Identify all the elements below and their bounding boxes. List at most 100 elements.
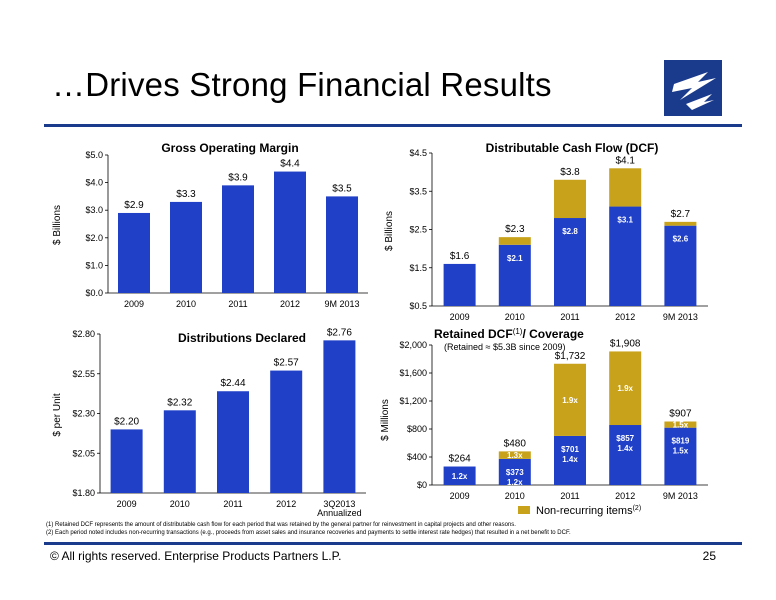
bar-segment bbox=[554, 363, 586, 436]
y-tick-label: $2,000 bbox=[399, 340, 427, 350]
chart-title: Retained DCF(1)/ Coverage bbox=[434, 327, 584, 341]
x-tick-label: 2010 bbox=[505, 312, 525, 322]
bar-segment bbox=[498, 244, 531, 306]
segment-label: $3.1 bbox=[617, 216, 633, 225]
y-tick-label: $1.0 bbox=[85, 260, 103, 270]
segment-label: $819 bbox=[672, 437, 690, 446]
bar-total-label: $480 bbox=[504, 438, 527, 449]
segment-sublabel: 1.5x bbox=[673, 447, 689, 456]
company-logo bbox=[664, 60, 722, 116]
y-tick-label: $2.30 bbox=[72, 409, 95, 419]
x-tick-label: 2012 bbox=[615, 491, 635, 501]
bar bbox=[217, 391, 249, 493]
y-tick-label: $2.80 bbox=[72, 329, 95, 339]
bar bbox=[163, 410, 196, 493]
slide-title: …Drives Strong Financial Results bbox=[52, 66, 552, 103]
x-tick-label: 3Q2013 bbox=[323, 499, 355, 509]
copyright: © All rights reserved. Enterprise Produc… bbox=[50, 549, 342, 563]
bar-total-label: $2.3 bbox=[505, 224, 525, 235]
y-tick-label: $5.0 bbox=[85, 150, 103, 160]
bar-value-label: $2.9 bbox=[124, 200, 144, 211]
x-tick-label: 2009 bbox=[124, 299, 144, 309]
x-tick-label: 9M 2013 bbox=[663, 491, 698, 501]
segment-label: $2.1 bbox=[507, 254, 523, 263]
y-tick-label: $1,200 bbox=[399, 396, 427, 406]
bar-segment bbox=[443, 263, 476, 306]
chart-title: Distributable Cash Flow (DCF) bbox=[486, 141, 659, 155]
footnote-2: (2) Each period noted includes non-recur… bbox=[46, 530, 571, 536]
x-tick-label: 2011 bbox=[560, 312, 579, 322]
y-tick-label: $1,600 bbox=[399, 368, 427, 378]
x-tick-label: 2009 bbox=[450, 312, 470, 322]
y-tick-label: $1.5 bbox=[409, 263, 427, 273]
x-tick-label: 2010 bbox=[176, 299, 196, 309]
segment-sublabel: 1.4x bbox=[617, 444, 633, 453]
y-axis-label: $ Billions bbox=[384, 211, 395, 251]
y-tick-label: $2.0 bbox=[85, 233, 103, 243]
x-tick-label: 2009 bbox=[117, 499, 137, 509]
y-tick-label: $2.5 bbox=[409, 225, 427, 235]
segment-label: $2.8 bbox=[562, 227, 578, 236]
bar-total-label: $1.6 bbox=[450, 251, 470, 262]
bar-total-label: $3.8 bbox=[560, 167, 580, 178]
chart-retained-dcf: Retained DCF(1)/ Coverage (Retained ≈ $5… bbox=[380, 327, 708, 517]
x-tick-label: 2009 bbox=[450, 491, 470, 501]
chart-title: Distributions Declared bbox=[178, 331, 306, 345]
y-tick-label: $4.5 bbox=[409, 148, 427, 158]
segment-label: $701 bbox=[561, 445, 579, 454]
x-tick-label: 2012 bbox=[615, 312, 635, 322]
bar bbox=[274, 171, 306, 293]
header-rule bbox=[44, 124, 742, 127]
chart-distributions-declared: Distributions Declared $ per Unit $1.80 $… bbox=[52, 327, 366, 518]
bar-total-label: $1,732 bbox=[555, 351, 586, 362]
bar-total-label: $264 bbox=[448, 454, 471, 465]
bar-value-label: $3.9 bbox=[228, 172, 248, 183]
bar bbox=[170, 201, 202, 293]
segment-label: 1.9x bbox=[562, 396, 578, 405]
bar-segment bbox=[554, 218, 586, 306]
bar-segment bbox=[664, 221, 697, 226]
x-tick-label: 2012 bbox=[280, 299, 300, 309]
segment-sublabel: 1.2x bbox=[507, 478, 523, 487]
x-tick-label: 2011 bbox=[560, 491, 579, 501]
bar-value-label: $3.3 bbox=[176, 189, 196, 200]
bar-segment bbox=[609, 206, 642, 306]
bar-segment bbox=[609, 425, 642, 485]
x-tick-label: 9M 2013 bbox=[324, 299, 359, 309]
y-tick-label: $2.55 bbox=[72, 369, 95, 379]
bar-segment bbox=[609, 168, 642, 207]
legend: Non-recurring items(2) bbox=[518, 505, 641, 517]
bar bbox=[323, 340, 356, 493]
bar-total-label: $907 bbox=[669, 409, 692, 420]
footer-rule bbox=[44, 542, 742, 545]
bar-segment bbox=[498, 451, 531, 459]
bar-segment bbox=[554, 435, 586, 485]
footnote-1: (1) Retained DCF represents the amount o… bbox=[46, 522, 516, 528]
bar-segment bbox=[664, 421, 697, 428]
y-axis-label: $ Millions bbox=[380, 399, 391, 441]
bar bbox=[270, 370, 303, 493]
y-tick-label: $0 bbox=[417, 480, 427, 490]
bar-value-label: $3.5 bbox=[332, 183, 352, 194]
x-tick-label: 2012 bbox=[276, 499, 296, 509]
bar bbox=[222, 185, 254, 293]
y-tick-label: $4.0 bbox=[85, 178, 103, 188]
legend-label: Non-recurring items(2) bbox=[536, 505, 641, 517]
x-tick-label: 2011 bbox=[228, 299, 247, 309]
segment-sublabel: 1.4x bbox=[562, 455, 578, 464]
segment-label: 1.9x bbox=[617, 384, 633, 393]
y-tick-label: $1.80 bbox=[72, 488, 95, 498]
chart-subtitle: (Retained ≈ $5.3B since 2009) bbox=[444, 342, 566, 352]
segment-label: $2.6 bbox=[673, 235, 689, 244]
bar-segment bbox=[664, 225, 697, 306]
chart-dcf: Distributable Cash Flow (DCF) $ Billions… bbox=[384, 141, 708, 322]
y-tick-label: $400 bbox=[407, 452, 427, 462]
chart-gross-operating-margin: Gross Operating Margin $ Billions $0.0 $1… bbox=[52, 141, 368, 309]
bar-value-label: $2.32 bbox=[167, 397, 192, 408]
bar-value-label: $2.57 bbox=[274, 358, 299, 369]
bar-value-label: $2.76 bbox=[327, 327, 352, 338]
bar-total-label: $4.1 bbox=[615, 155, 635, 166]
y-tick-label: $0.5 bbox=[409, 301, 427, 311]
x-tick-label: 9M 2013 bbox=[663, 312, 698, 322]
segment-label: 1.3x bbox=[507, 451, 523, 460]
